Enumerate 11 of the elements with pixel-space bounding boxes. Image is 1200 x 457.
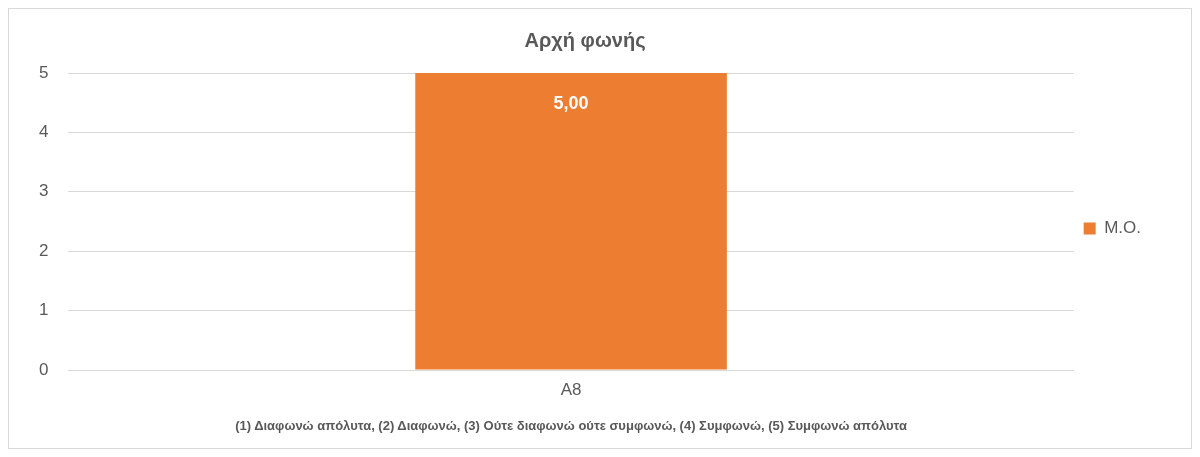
y-tick-label: 1 <box>38 300 49 320</box>
y-tick-label: 0 <box>38 359 49 379</box>
data-label: 5,00 <box>553 92 589 113</box>
chart-title: Αρχή φωνής <box>524 28 646 51</box>
y-tick-label: 2 <box>38 240 49 260</box>
x-tick-label: A8 <box>560 379 582 399</box>
y-tick-label: 5 <box>38 62 49 82</box>
y-tick-label: 3 <box>38 181 49 201</box>
y-tick-label: 4 <box>38 122 49 142</box>
x-axis-title: (1) Διαφωνώ απόλυτα, (2) Διαφωνώ, (3) Ούτε διαφωνώ ούτε συμφωνώ, (4) Συμφωνώ, (5) Συμφωνώ απόλυτα <box>235 417 907 433</box>
legend-label: Μ.Ο. <box>1104 218 1142 238</box>
